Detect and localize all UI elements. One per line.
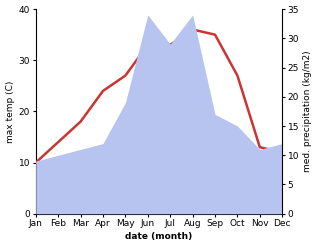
X-axis label: date (month): date (month) [125,232,193,242]
Y-axis label: med. precipitation (kg/m2): med. precipitation (kg/m2) [303,51,313,172]
Y-axis label: max temp (C): max temp (C) [5,80,15,143]
